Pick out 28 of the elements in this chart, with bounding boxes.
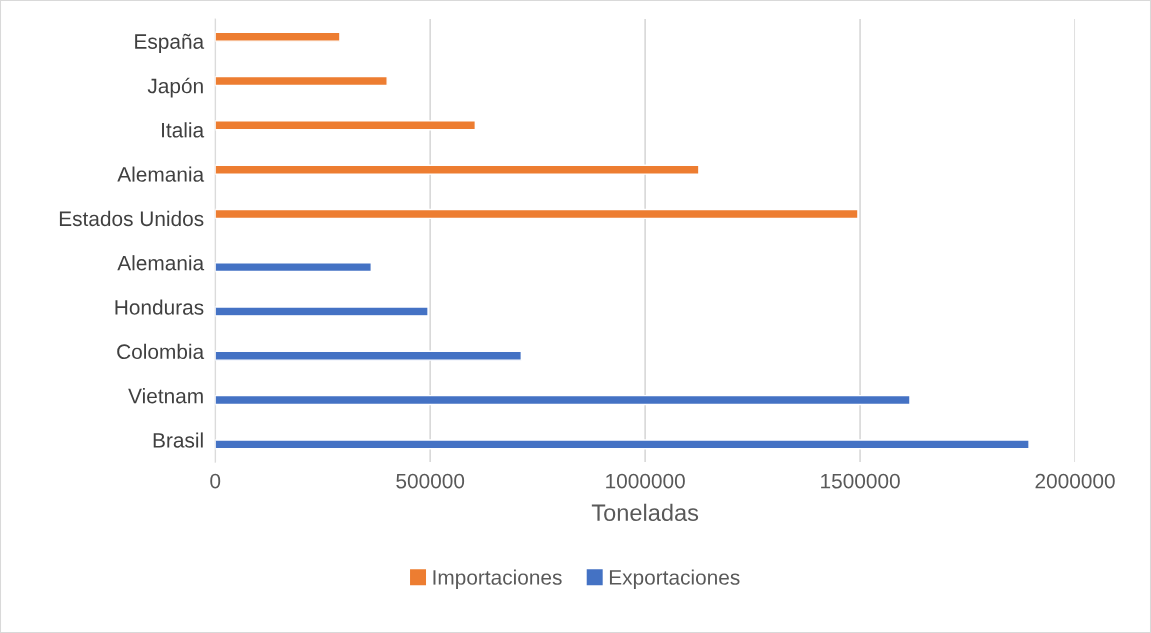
bar <box>215 394 911 406</box>
y-tick-label: Vietnam <box>128 388 203 404</box>
x-tick-label: 0 <box>210 473 221 489</box>
bar <box>215 120 477 131</box>
bar <box>215 261 372 273</box>
x-tick-label: 2000000 <box>1035 473 1115 489</box>
y-tick-label: Japón <box>147 77 203 98</box>
bar <box>215 350 523 361</box>
y-tick-label: España <box>135 33 205 54</box>
bar <box>215 75 388 87</box>
x-axis-title: Toneladas <box>591 503 699 522</box>
y-tick-label: Estados Unidos <box>59 210 204 227</box>
legend-label: Exportaciones <box>609 569 740 589</box>
x-tick-label: 1500000 <box>821 473 900 489</box>
x-tick-label: 500000 <box>396 473 465 489</box>
y-tick-label: Alemania <box>117 166 205 182</box>
bar <box>215 439 1030 450</box>
bar <box>215 31 341 42</box>
y-tick-label: Brasil <box>153 432 203 448</box>
bar <box>215 208 859 220</box>
bar <box>215 164 700 175</box>
y-tick-label: Colombia <box>117 343 205 360</box>
x-tick-label: 1000000 <box>606 473 685 489</box>
y-tick-label: Italia <box>162 122 205 138</box>
legend-label: Importaciones <box>433 569 562 589</box>
bar <box>215 306 429 317</box>
y-tick-label: Alemania <box>117 255 205 271</box>
y-tick-label: Honduras <box>115 299 204 315</box>
